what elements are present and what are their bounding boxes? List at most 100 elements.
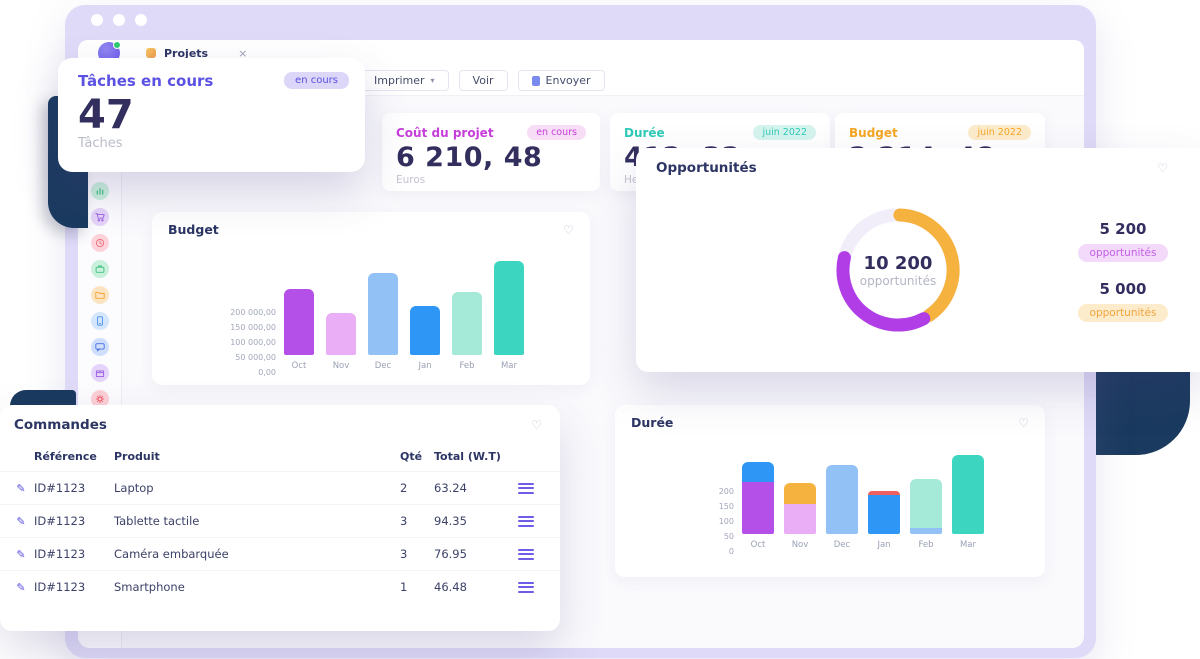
x-tick-label: Dec bbox=[374, 361, 392, 371]
voir-button[interactable]: Voir bbox=[458, 70, 508, 91]
legend-item: 5 000 opportunités bbox=[1077, 280, 1169, 322]
heart-icon[interactable]: ♡ bbox=[531, 418, 542, 432]
stat-value: 6 210, 48 bbox=[396, 142, 543, 173]
heart-icon[interactable]: ♡ bbox=[563, 222, 574, 237]
bar-dec: Dec bbox=[826, 446, 858, 552]
bar-segment bbox=[326, 313, 356, 355]
online-status-dot bbox=[113, 41, 121, 49]
bar-nov: Nov bbox=[326, 253, 356, 373]
cell-product: Smartphone bbox=[114, 580, 185, 594]
stat-title: Coût du projet bbox=[396, 125, 494, 140]
bar-segment bbox=[868, 495, 900, 534]
sidebar-item-package-icon[interactable] bbox=[90, 364, 109, 382]
sidebar-item-cart-icon[interactable] bbox=[90, 208, 109, 226]
x-tick-label: Oct bbox=[291, 361, 307, 371]
bar-oct: Oct bbox=[284, 253, 314, 373]
chevron-down-icon: ▾ bbox=[430, 76, 435, 85]
bar-segment bbox=[910, 528, 942, 534]
traffic-light-dot[interactable] bbox=[91, 14, 103, 26]
orders-table-header: Référence Produit Qté Total (W.T) bbox=[0, 441, 560, 471]
stat-unit: Euros bbox=[396, 174, 426, 186]
plot-area: Oct Nov Dec Jan Feb Mar bbox=[742, 446, 984, 552]
bar-segment bbox=[952, 454, 984, 534]
traffic-light-dot[interactable] bbox=[113, 14, 125, 26]
legend-badge: opportunités bbox=[1077, 244, 1169, 262]
voir-label: Voir bbox=[472, 74, 494, 87]
status-badge: juin 2022 bbox=[753, 125, 816, 140]
cell-total: 94.35 bbox=[434, 514, 467, 528]
x-tick-label: Jan bbox=[877, 540, 891, 550]
edit-pencil-icon[interactable]: ✎ bbox=[16, 547, 26, 561]
heart-icon[interactable]: ♡ bbox=[1018, 415, 1029, 430]
stat-title: Durée bbox=[624, 125, 665, 140]
row-menu-icon[interactable] bbox=[518, 515, 534, 527]
sidebar-item-analytics-icon[interactable] bbox=[90, 182, 109, 200]
bar-segment bbox=[910, 478, 942, 528]
heart-icon[interactable]: ♡ bbox=[1157, 161, 1168, 175]
bar-segment bbox=[452, 292, 482, 355]
bar-segment bbox=[784, 504, 816, 534]
col-qty: Qté bbox=[400, 449, 423, 463]
cell-product: Tablette tactile bbox=[114, 514, 200, 528]
card-title: Budget bbox=[168, 222, 219, 237]
cell-total: 46.48 bbox=[434, 580, 467, 594]
bar-segment bbox=[868, 490, 900, 495]
sidebar-item-phone-icon[interactable] bbox=[90, 312, 109, 330]
document-icon bbox=[531, 75, 540, 86]
status-badge: en cours bbox=[527, 125, 586, 140]
cell-reference: ID#1123 bbox=[34, 580, 86, 594]
bar-segment bbox=[742, 481, 774, 534]
sidebar-item-chat-icon[interactable] bbox=[90, 338, 109, 356]
bar-segment bbox=[284, 289, 314, 355]
col-reference: Référence bbox=[34, 449, 97, 463]
tab-favicon-icon bbox=[146, 48, 156, 58]
bar-feb: Feb bbox=[910, 446, 942, 552]
x-tick-label: Feb bbox=[459, 361, 475, 371]
tasks-label: Tâches bbox=[78, 136, 123, 151]
y-tick-label: 150 000,00 bbox=[230, 323, 276, 332]
edit-pencil-icon[interactable]: ✎ bbox=[16, 580, 26, 594]
cell-qty: 2 bbox=[400, 481, 408, 495]
x-tick-label: Dec bbox=[833, 540, 851, 550]
cell-total: 76.95 bbox=[434, 547, 467, 561]
edit-pencil-icon[interactable]: ✎ bbox=[16, 514, 26, 528]
legend-value: 5 000 bbox=[1099, 280, 1147, 298]
bar-mar: Mar bbox=[494, 253, 524, 373]
row-menu-icon[interactable] bbox=[518, 482, 534, 494]
row-menu-icon[interactable] bbox=[518, 548, 534, 560]
bar-jan: Jan bbox=[410, 253, 440, 373]
bar-feb: Feb bbox=[452, 253, 482, 373]
y-tick-label: 100 000,00 bbox=[230, 338, 276, 347]
envoyer-button[interactable]: Envoyer bbox=[517, 70, 605, 91]
y-axis: 200 150 100 50 0 bbox=[676, 464, 742, 556]
table-row: ✎ ID#1123 Tablette tactile 3 94.35 bbox=[0, 504, 560, 537]
row-menu-icon[interactable] bbox=[518, 581, 534, 593]
y-axis: 200 000,00 150 000,00 100 000,00 50 000,00 0… bbox=[218, 271, 284, 377]
opportunities-donut-chart: 10 200 opportunités bbox=[828, 200, 968, 340]
bar-segment bbox=[826, 465, 858, 534]
traffic-light-dot[interactable] bbox=[135, 14, 147, 26]
sidebar-item-time-icon[interactable] bbox=[90, 234, 109, 252]
cell-reference: ID#1123 bbox=[34, 481, 86, 495]
x-tick-label: Nov bbox=[791, 540, 809, 550]
budget-chart-card: Budget ♡ 200 000,00 150 000,00 100 000,00 5… bbox=[152, 212, 590, 385]
y-tick-label: 50 000,00 bbox=[235, 353, 276, 362]
tab-close-icon[interactable]: × bbox=[238, 46, 248, 60]
edit-pencil-icon[interactable]: ✎ bbox=[16, 481, 26, 495]
y-tick-label: 200 000,00 bbox=[230, 308, 276, 317]
bar-oct: Oct bbox=[742, 446, 774, 552]
card-title: Durée bbox=[631, 415, 674, 430]
donut-legend: 5 200 opportunités 5 000 opportunités bbox=[1068, 220, 1178, 340]
imprimer-button[interactable]: Imprimer ▾ bbox=[360, 70, 449, 91]
sidebar-item-settings-icon[interactable] bbox=[90, 390, 109, 408]
tasks-status-badge: en cours bbox=[284, 72, 349, 89]
bar-segment bbox=[368, 272, 398, 355]
y-tick-label: 50 bbox=[723, 532, 734, 541]
duree-chart-card: Durée ♡ 200 150 100 50 0 Oct Nov Dec Jan Feb Mar bbox=[615, 405, 1045, 577]
card-title: Opportunités bbox=[656, 160, 757, 176]
x-tick-label: Oct bbox=[750, 540, 766, 550]
sidebar-item-briefcase-icon[interactable] bbox=[90, 260, 109, 278]
bar-jan: Jan bbox=[868, 446, 900, 552]
sidebar-item-folder-icon[interactable] bbox=[90, 286, 109, 304]
bar-segment bbox=[784, 483, 816, 504]
